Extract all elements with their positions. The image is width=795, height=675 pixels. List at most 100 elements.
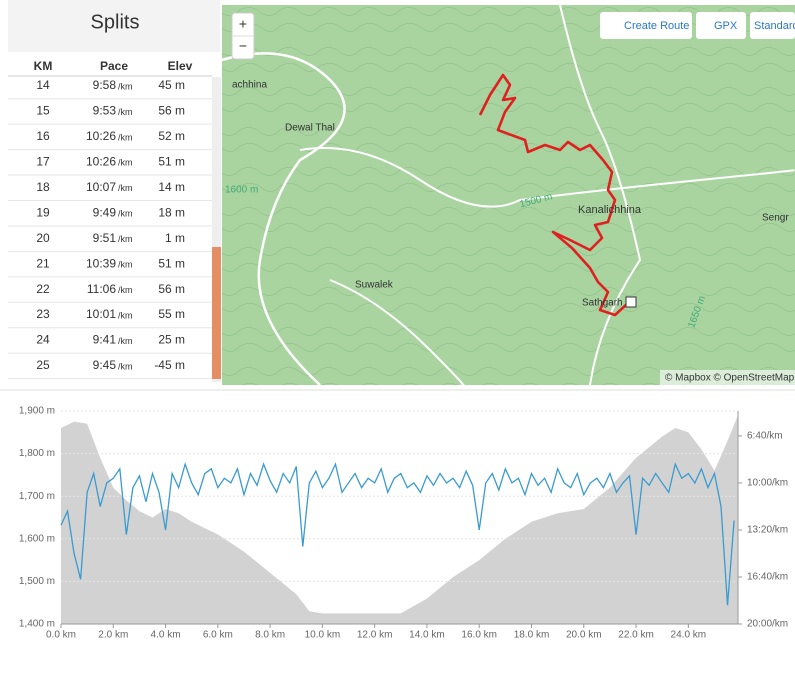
map-label: Sathgarh <box>582 298 623 309</box>
button-label[interactable]: Create Route <box>624 20 689 32</box>
gpx-button[interactable] <box>696 12 746 39</box>
x-tick-label: 20.0 km <box>566 630 602 641</box>
km-cell: 23 <box>36 307 50 321</box>
y2-tick-label: 20:00/km <box>747 619 788 630</box>
x-tick-label: 0.0 km <box>46 630 76 641</box>
create-route-button[interactable] <box>600 12 692 39</box>
elev-cell: 1 m <box>165 231 185 245</box>
km-cell: 22 <box>36 282 50 296</box>
button-label[interactable]: GPX <box>714 20 738 32</box>
button-label[interactable]: Standard <box>754 20 795 32</box>
column-header: Pace <box>100 59 128 73</box>
y2-tick-label: 16:40/km <box>747 572 788 583</box>
x-tick-label: 8.0 km <box>255 630 285 641</box>
splits-panel <box>0 0 221 385</box>
km-cell: 16 <box>36 129 50 143</box>
route <box>478 73 628 317</box>
pace-unit: /km <box>118 132 133 142</box>
x-tick-label: 14.0 km <box>409 630 445 641</box>
pace-cell: 10:07 <box>86 180 116 194</box>
km-cell: 19 <box>36 205 50 219</box>
road <box>221 52 346 386</box>
scrollbar-track <box>212 77 221 382</box>
elevation-area <box>61 415 738 624</box>
pace-cell: 10:26 <box>86 129 116 143</box>
road <box>559 4 642 386</box>
elevation-pace-chart: 1,400 m 1,500 m 1,600 m 1,700 m 1,800 m 1,900… <box>19 406 788 641</box>
pace-cell: 9:45 <box>93 358 117 372</box>
scrollbar-thumb[interactable] <box>212 247 221 379</box>
elev-cell: 51 m <box>158 256 185 270</box>
pace-unit: /km <box>118 183 133 193</box>
zoom-in[interactable]: + <box>239 16 247 32</box>
finish-flag <box>625 296 637 308</box>
standard-button[interactable] <box>750 12 795 39</box>
y-tick-label: 1,500 m <box>19 576 55 587</box>
x-tick-label: 6.0 km <box>203 630 233 641</box>
y2-tick-label: 10:00/km <box>747 478 788 489</box>
map-label: Dewal Thal <box>285 123 335 134</box>
elev-cell: 14 m <box>158 180 185 194</box>
y-tick-label: 1,900 m <box>19 406 55 417</box>
pace-unit: /km <box>118 361 133 371</box>
pace-unit: /km <box>118 285 133 295</box>
y-tick-label: 1,400 m <box>19 619 55 630</box>
elev-cell: 51 m <box>158 155 185 169</box>
elev-cell: 56 m <box>158 282 185 296</box>
pace-unit: /km <box>118 310 133 320</box>
pace-unit: /km <box>118 209 133 219</box>
pace-cell: 11:06 <box>87 282 116 296</box>
km-cell: 17 <box>36 155 50 169</box>
y-tick-label: 1,600 m <box>19 533 55 544</box>
pace-cell: 9:51 <box>93 231 117 245</box>
x-tick-label: 4.0 km <box>151 630 181 641</box>
km-cell: 20 <box>36 231 50 245</box>
map-contours <box>222 5 795 385</box>
elev-cell: 18 m <box>158 205 185 219</box>
y2-tick-label: 6:40/km <box>747 431 783 442</box>
km-cell: 24 <box>36 333 50 347</box>
x-tick-label: 22.0 km <box>618 630 654 641</box>
km-cell: 14 <box>36 78 50 92</box>
pace-cell: 9:53 <box>93 104 117 118</box>
km-cell: 25 <box>36 358 50 372</box>
map-label: Kanalichhina <box>578 204 642 216</box>
x-tick-label: 2.0 km <box>98 630 128 641</box>
km-cell: 18 <box>36 180 50 194</box>
elev-cell: 25 m <box>158 333 185 347</box>
elev-cell: 52 m <box>158 129 185 143</box>
y-tick-label: 1,700 m <box>19 491 55 502</box>
pace-cell: 10:26 <box>86 155 116 169</box>
km-cell: 21 <box>36 256 50 270</box>
elev-cell: 56 m <box>158 104 185 118</box>
pace-unit: /km <box>118 260 133 270</box>
pace-unit: /km <box>118 158 133 168</box>
column-header: Elev <box>168 59 193 73</box>
pace-cell: 9:49 <box>93 205 117 219</box>
elev-cell: 45 m <box>158 78 185 92</box>
map-label: achhina <box>232 80 267 91</box>
attribution[interactable]: © Mapbox © OpenStreetMap <box>665 373 795 384</box>
map-label: Sengr <box>762 213 789 224</box>
pace-unit: /km <box>118 234 133 244</box>
pace-cell: 9:58 <box>93 78 117 92</box>
pace-cell: 10:01 <box>86 307 116 321</box>
zoom-out[interactable]: − <box>239 38 247 54</box>
x-tick-label: 16.0 km <box>461 630 497 641</box>
pace-cell: 9:41 <box>93 333 117 347</box>
map-label: Suwalek <box>355 280 394 291</box>
x-tick-label: 10.0 km <box>305 630 341 641</box>
x-tick-label: 24.0 km <box>671 630 707 641</box>
splits-rows: 14 9:58/km 45 m 15 9:53/km 56 m 16 10:26/km 52 m… <box>8 78 212 380</box>
elev-cell: -45 m <box>154 358 185 372</box>
map-label: 1600 m <box>225 185 258 196</box>
map[interactable] <box>221 4 795 390</box>
y-tick-label: 1,800 m <box>19 448 55 459</box>
road <box>329 279 467 390</box>
km-cell: 15 <box>36 104 50 118</box>
x-tick-label: 12.0 km <box>357 630 393 641</box>
elev-cell: 55 m <box>158 307 185 321</box>
y2-tick-label: 13:20/km <box>747 525 788 536</box>
